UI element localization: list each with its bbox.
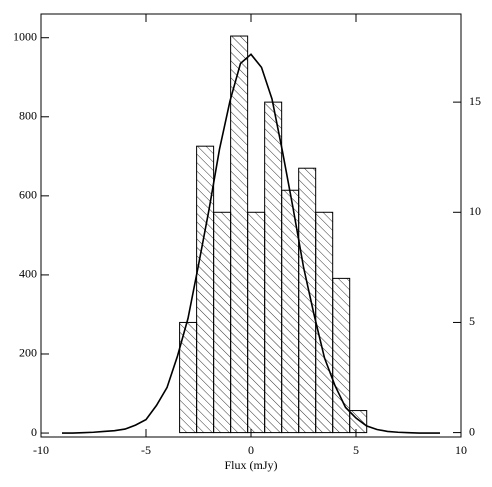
y2-tick-label: 5	[469, 314, 475, 328]
x-tick-label: 5	[353, 443, 359, 457]
histogram-bar	[213, 211, 232, 434]
line-series	[62, 53, 440, 434]
x-tick-label: -10	[33, 443, 49, 457]
y2-tick-label: 10	[469, 204, 481, 218]
y-tick-label: 1000	[13, 29, 37, 43]
y-tick-label: 200	[19, 346, 37, 360]
x-tick-label: 0	[248, 443, 254, 457]
histogram-bar	[264, 101, 283, 434]
y-tick-label: 400	[19, 267, 37, 281]
y-tick-label: 600	[19, 188, 37, 202]
histogram-bar	[298, 167, 317, 434]
histogram-bar	[247, 211, 266, 434]
histogram-bar	[230, 35, 249, 434]
x-tick-label: -5	[141, 443, 151, 457]
x-tick-label: 10	[455, 443, 467, 457]
histogram-bar	[315, 211, 334, 434]
y-tick-label: 0	[31, 425, 37, 439]
y-tick-label: 800	[19, 109, 37, 123]
y2-tick-label: 0	[469, 424, 475, 438]
histogram-bar	[332, 277, 351, 434]
histogram-bar	[196, 145, 215, 434]
y2-tick-label: 15	[469, 94, 481, 108]
x-axis-label: Flux (mJy)	[224, 458, 277, 472]
